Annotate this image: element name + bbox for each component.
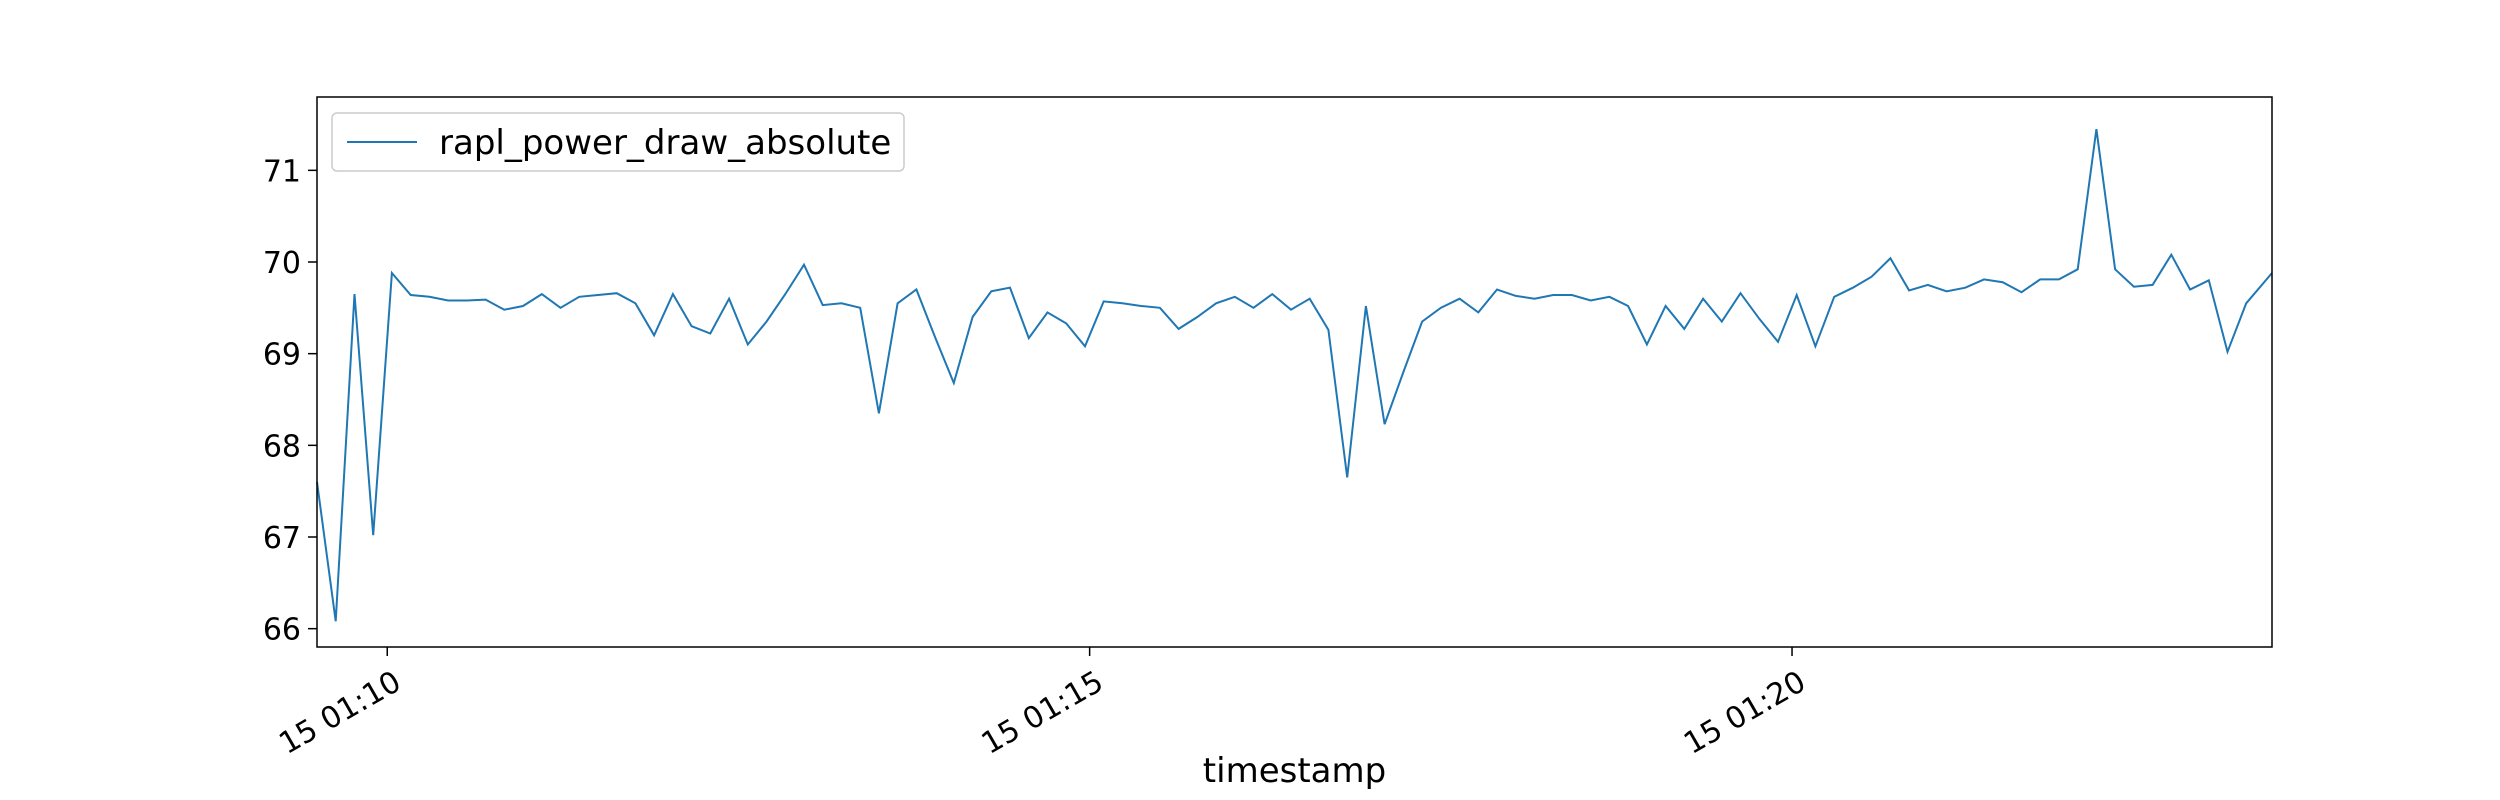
legend-label: rapl_power_draw_absolute <box>439 123 891 163</box>
x-axis-label: timestamp <box>1203 751 1386 791</box>
legend-box <box>331 112 905 172</box>
y-tick-label: 70 <box>263 246 301 281</box>
x-axis: 15 01:10 15 01:15 15 01:20 <box>273 647 1812 762</box>
y-tick-label: 66 <box>263 613 301 648</box>
y-axis: 66 67 68 69 70 71 <box>263 154 317 648</box>
x-tick-label: 15 01:20 <box>1678 664 1812 761</box>
y-tick-label: 71 <box>263 154 301 189</box>
legend: rapl_power_draw_absolute <box>331 112 905 172</box>
y-tick-label: 67 <box>263 521 301 556</box>
series-line <box>316 128 2273 622</box>
plot-frame <box>316 96 2273 648</box>
x-tick-label: 15 01:15 <box>976 664 1110 761</box>
y-tick-label: 69 <box>263 338 301 373</box>
x-tick-label: 15 01:10 <box>273 664 407 761</box>
y-tick-label: 68 <box>263 429 301 464</box>
